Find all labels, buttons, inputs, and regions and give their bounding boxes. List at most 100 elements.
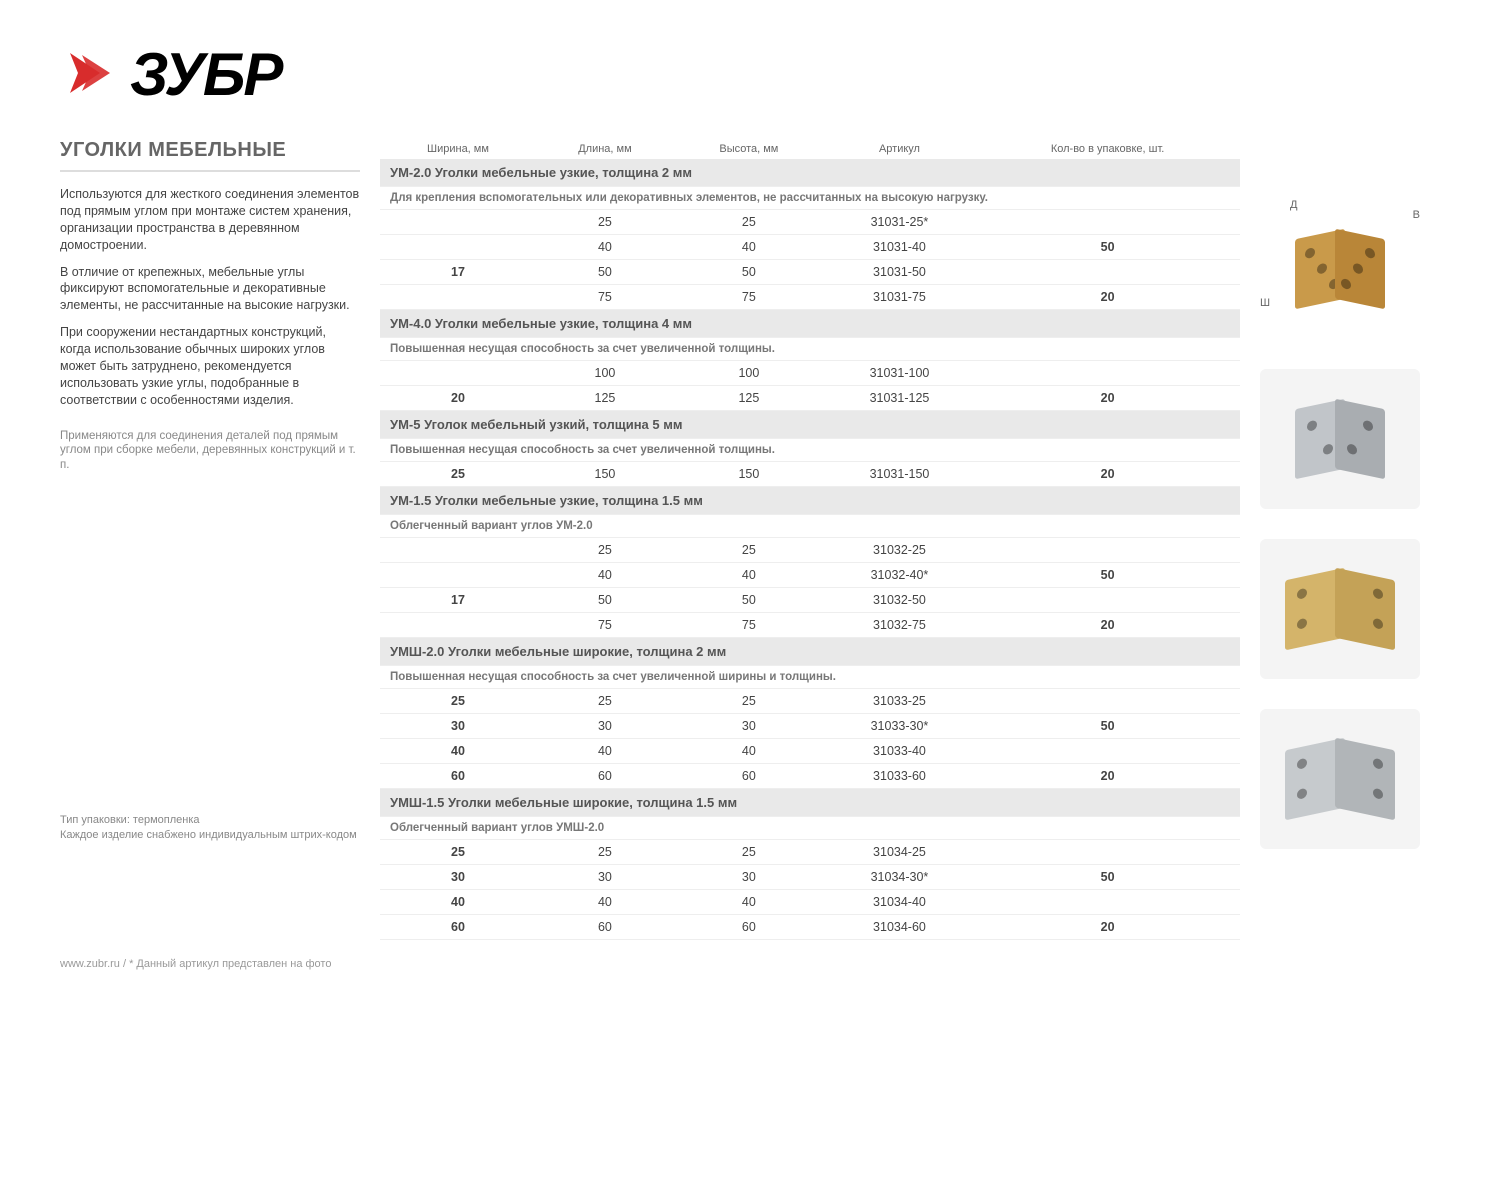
cell-h: 25 xyxy=(674,840,824,865)
cell-l: 40 xyxy=(536,563,674,588)
cell-qty xyxy=(975,210,1240,235)
diagram-gold-wide xyxy=(1260,539,1420,679)
desc-p2: В отличие от крепежных, мебельные углы ф… xyxy=(60,264,360,315)
cell-w xyxy=(380,613,536,638)
table-row: 252531032-25 xyxy=(380,538,1240,563)
packaging-line2: Каждое изделие снабжено индивидуальным ш… xyxy=(60,828,360,842)
cell-h: 60 xyxy=(674,764,824,789)
cell-w: 25 xyxy=(380,462,536,487)
cell-w: 20 xyxy=(380,386,536,411)
cell-l: 25 xyxy=(536,538,674,563)
cell-qty: 50 xyxy=(975,714,1240,739)
packaging-line1: Тип упаковки: термопленка xyxy=(60,813,360,827)
cell-qty: 50 xyxy=(975,563,1240,588)
column-header-row: Ширина, мм Длина, мм Высота, мм Артикул … xyxy=(380,139,1240,159)
table-row: 30303031033-30*50 xyxy=(380,714,1240,739)
logo-icon xyxy=(60,43,120,106)
cell-w xyxy=(380,235,536,260)
cell-h: 40 xyxy=(674,890,824,915)
cell-h: 25 xyxy=(674,210,824,235)
table-row: 17505031032-50 xyxy=(380,588,1240,613)
cell-l: 125 xyxy=(536,386,674,411)
cell-art: 31031-150 xyxy=(824,462,975,487)
cell-h: 30 xyxy=(674,714,824,739)
cell-l: 100 xyxy=(536,361,674,386)
cell-qty xyxy=(975,588,1240,613)
table-row: 404031032-40*50 xyxy=(380,563,1240,588)
cell-l: 75 xyxy=(536,285,674,310)
cell-w: 30 xyxy=(380,865,536,890)
section-subtext: Облегченный вариант углов УМШ-2.0 xyxy=(380,817,1240,840)
cell-w xyxy=(380,285,536,310)
diagram-column: Д В Ш xyxy=(1260,139,1440,940)
cell-h: 40 xyxy=(674,235,824,260)
cell-h: 150 xyxy=(674,462,824,487)
table-row: 404031031-4050 xyxy=(380,235,1240,260)
cell-h: 100 xyxy=(674,361,824,386)
cell-qty: 20 xyxy=(975,915,1240,940)
cell-qty: 20 xyxy=(975,764,1240,789)
cell-qty xyxy=(975,361,1240,386)
cell-qty xyxy=(975,538,1240,563)
cell-art: 31032-50 xyxy=(824,588,975,613)
diagram-silver-wide xyxy=(1260,709,1420,849)
cell-l: 60 xyxy=(536,915,674,940)
table-row: 252531031-25* xyxy=(380,210,1240,235)
cell-qty: 50 xyxy=(975,235,1240,260)
table-row: 757531032-7520 xyxy=(380,613,1240,638)
bracket-icon xyxy=(1295,224,1385,314)
bracket-icon xyxy=(1285,734,1395,824)
spec-table: Ширина, мм Длина, мм Высота, мм Артикул … xyxy=(380,139,1240,940)
cell-l: 60 xyxy=(536,764,674,789)
section-header: УМ-2.0 Уголки мебельные узкие, толщина 2… xyxy=(380,159,1240,187)
desc-note: Применяются для соединения деталей под п… xyxy=(60,429,360,474)
cell-art: 31031-75 xyxy=(824,285,975,310)
cell-h: 125 xyxy=(674,386,824,411)
cell-art: 31031-40 xyxy=(824,235,975,260)
col-article: Артикул xyxy=(824,139,975,159)
cell-art: 31031-100 xyxy=(824,361,975,386)
brand-name: ЗУБР xyxy=(130,40,281,109)
cell-l: 25 xyxy=(536,689,674,714)
cell-art: 31034-40 xyxy=(824,890,975,915)
table-row: 40404031034-40 xyxy=(380,890,1240,915)
cell-w: 60 xyxy=(380,764,536,789)
packaging-info: Тип упаковки: термопленка Каждое изделие… xyxy=(60,813,360,842)
cell-h: 60 xyxy=(674,915,824,940)
cell-qty: 20 xyxy=(975,386,1240,411)
cell-h: 50 xyxy=(674,588,824,613)
diagram-labeled-bracket: Д В Ш xyxy=(1260,199,1420,339)
cell-w: 30 xyxy=(380,714,536,739)
table-row: 757531031-7520 xyxy=(380,285,1240,310)
section-subtext: Повышенная несущая способность за счет у… xyxy=(380,666,1240,689)
table-row: 30303031034-30*50 xyxy=(380,865,1240,890)
table-row: 60606031034-6020 xyxy=(380,915,1240,940)
cell-art: 31034-25 xyxy=(824,840,975,865)
bracket-icon xyxy=(1295,394,1385,484)
cell-qty xyxy=(975,260,1240,285)
table-row: 60606031033-6020 xyxy=(380,764,1240,789)
table-row: 25252531034-25 xyxy=(380,840,1240,865)
bracket-icon xyxy=(1285,564,1395,654)
table-row: 2012512531031-12520 xyxy=(380,386,1240,411)
cell-w xyxy=(380,563,536,588)
description-column: УГОЛКИ МЕБЕЛЬНЫЕ Используются для жестко… xyxy=(60,139,360,940)
cell-l: 30 xyxy=(536,714,674,739)
cell-h: 25 xyxy=(674,538,824,563)
cell-art: 31033-30* xyxy=(824,714,975,739)
cell-art: 31033-60 xyxy=(824,764,975,789)
col-length: Длина, мм xyxy=(536,139,674,159)
cell-qty xyxy=(975,890,1240,915)
cell-w xyxy=(380,538,536,563)
cell-qty xyxy=(975,739,1240,764)
cell-w: 40 xyxy=(380,739,536,764)
cell-art: 31031-125 xyxy=(824,386,975,411)
cell-art: 31034-60 xyxy=(824,915,975,940)
cell-l: 40 xyxy=(536,890,674,915)
cell-h: 50 xyxy=(674,260,824,285)
section-header: УМ-5 Уголок мебельный узкий, толщина 5 м… xyxy=(380,411,1240,439)
cell-art: 31031-25* xyxy=(824,210,975,235)
cell-l: 25 xyxy=(536,840,674,865)
cell-l: 50 xyxy=(536,260,674,285)
cell-h: 25 xyxy=(674,689,824,714)
